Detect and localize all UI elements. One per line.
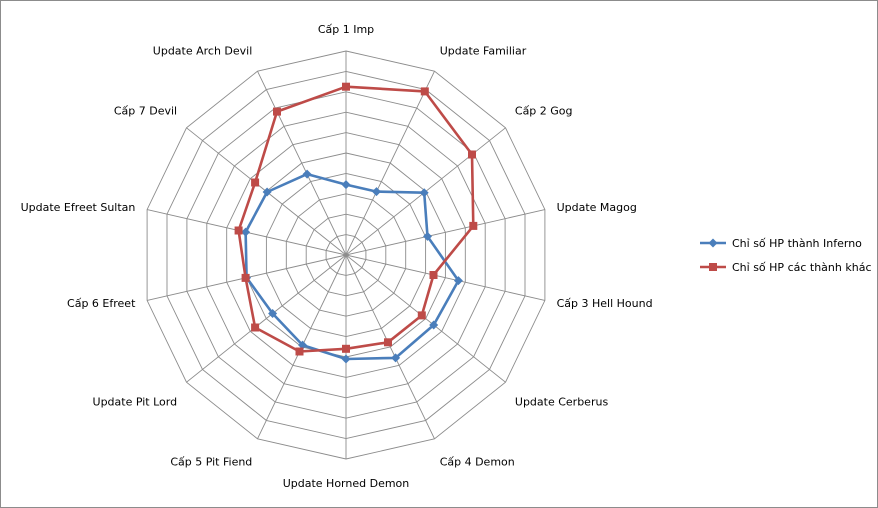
axis-label: Cấp 7 Devil xyxy=(114,104,177,117)
axis-label: Cấp 5 Pit Fiend xyxy=(170,456,252,469)
grid-spoke xyxy=(345,71,435,256)
axis-label: Cấp 1 Imp xyxy=(318,23,374,36)
data-point xyxy=(342,344,350,353)
data-point xyxy=(295,347,304,356)
data-point xyxy=(429,320,439,330)
axis-label: Cấp 4 Demon xyxy=(440,456,515,469)
data-point xyxy=(241,227,251,237)
data-point xyxy=(423,231,432,241)
data-point xyxy=(302,169,312,179)
data-point xyxy=(391,353,401,363)
axis-labels: Cấp 1 Imp Update Familiar Cấp 2 Gog Update … xyxy=(21,23,653,490)
data-point xyxy=(251,178,260,187)
data-point xyxy=(298,340,308,350)
data-point xyxy=(468,150,476,159)
data-point xyxy=(241,273,250,282)
data-point xyxy=(341,354,351,364)
axis-label: Cấp 2 Gog xyxy=(515,104,573,117)
axis-label: Update Horned Demon xyxy=(283,477,410,490)
data-point xyxy=(453,276,463,286)
data-point xyxy=(429,271,438,279)
legend-item: Chỉ số HP các thành khác xyxy=(700,261,872,274)
grid-spoke xyxy=(186,254,347,383)
axis-label: Update Arch Devil xyxy=(153,44,253,57)
data-point xyxy=(419,188,429,198)
grid-spoke xyxy=(257,71,347,256)
axis-label: Cấp 3 Hell Hound xyxy=(557,297,653,310)
axis-label: Update Pit Lord xyxy=(93,396,178,409)
data-point xyxy=(262,187,272,197)
legend: Chỉ số HP thành Inferno Chỉ số HP các thà… xyxy=(700,237,872,274)
series-2 xyxy=(234,82,478,356)
legend-label: Chỉ số HP thành Inferno xyxy=(732,237,862,250)
axis-label: Cấp 6 Efreet xyxy=(67,297,136,310)
grid-spoke xyxy=(345,209,546,256)
axis-label: Update Magog xyxy=(557,201,637,214)
grid-spoke xyxy=(345,254,435,439)
data-point xyxy=(341,180,351,190)
grid-spoke xyxy=(345,254,546,301)
data-point xyxy=(384,338,392,347)
legend-label: Chỉ số HP các thành khác xyxy=(732,261,872,274)
data-series xyxy=(234,82,478,364)
data-point xyxy=(417,311,426,320)
data-point xyxy=(234,226,243,235)
legend-marker xyxy=(709,263,717,271)
data-point xyxy=(420,87,429,96)
axis-label: Update Familiar xyxy=(440,44,527,57)
axis-label: Update Efreet Sultan xyxy=(21,201,136,214)
data-point xyxy=(273,107,281,116)
legend-item: Chỉ số HP thành Inferno xyxy=(700,237,862,250)
data-point xyxy=(251,323,260,332)
data-point xyxy=(372,187,381,197)
legend-marker xyxy=(708,238,718,248)
data-point xyxy=(342,82,350,91)
axis-label: Update Cerberus xyxy=(515,396,609,409)
data-point xyxy=(469,221,478,230)
data-point xyxy=(268,309,278,318)
